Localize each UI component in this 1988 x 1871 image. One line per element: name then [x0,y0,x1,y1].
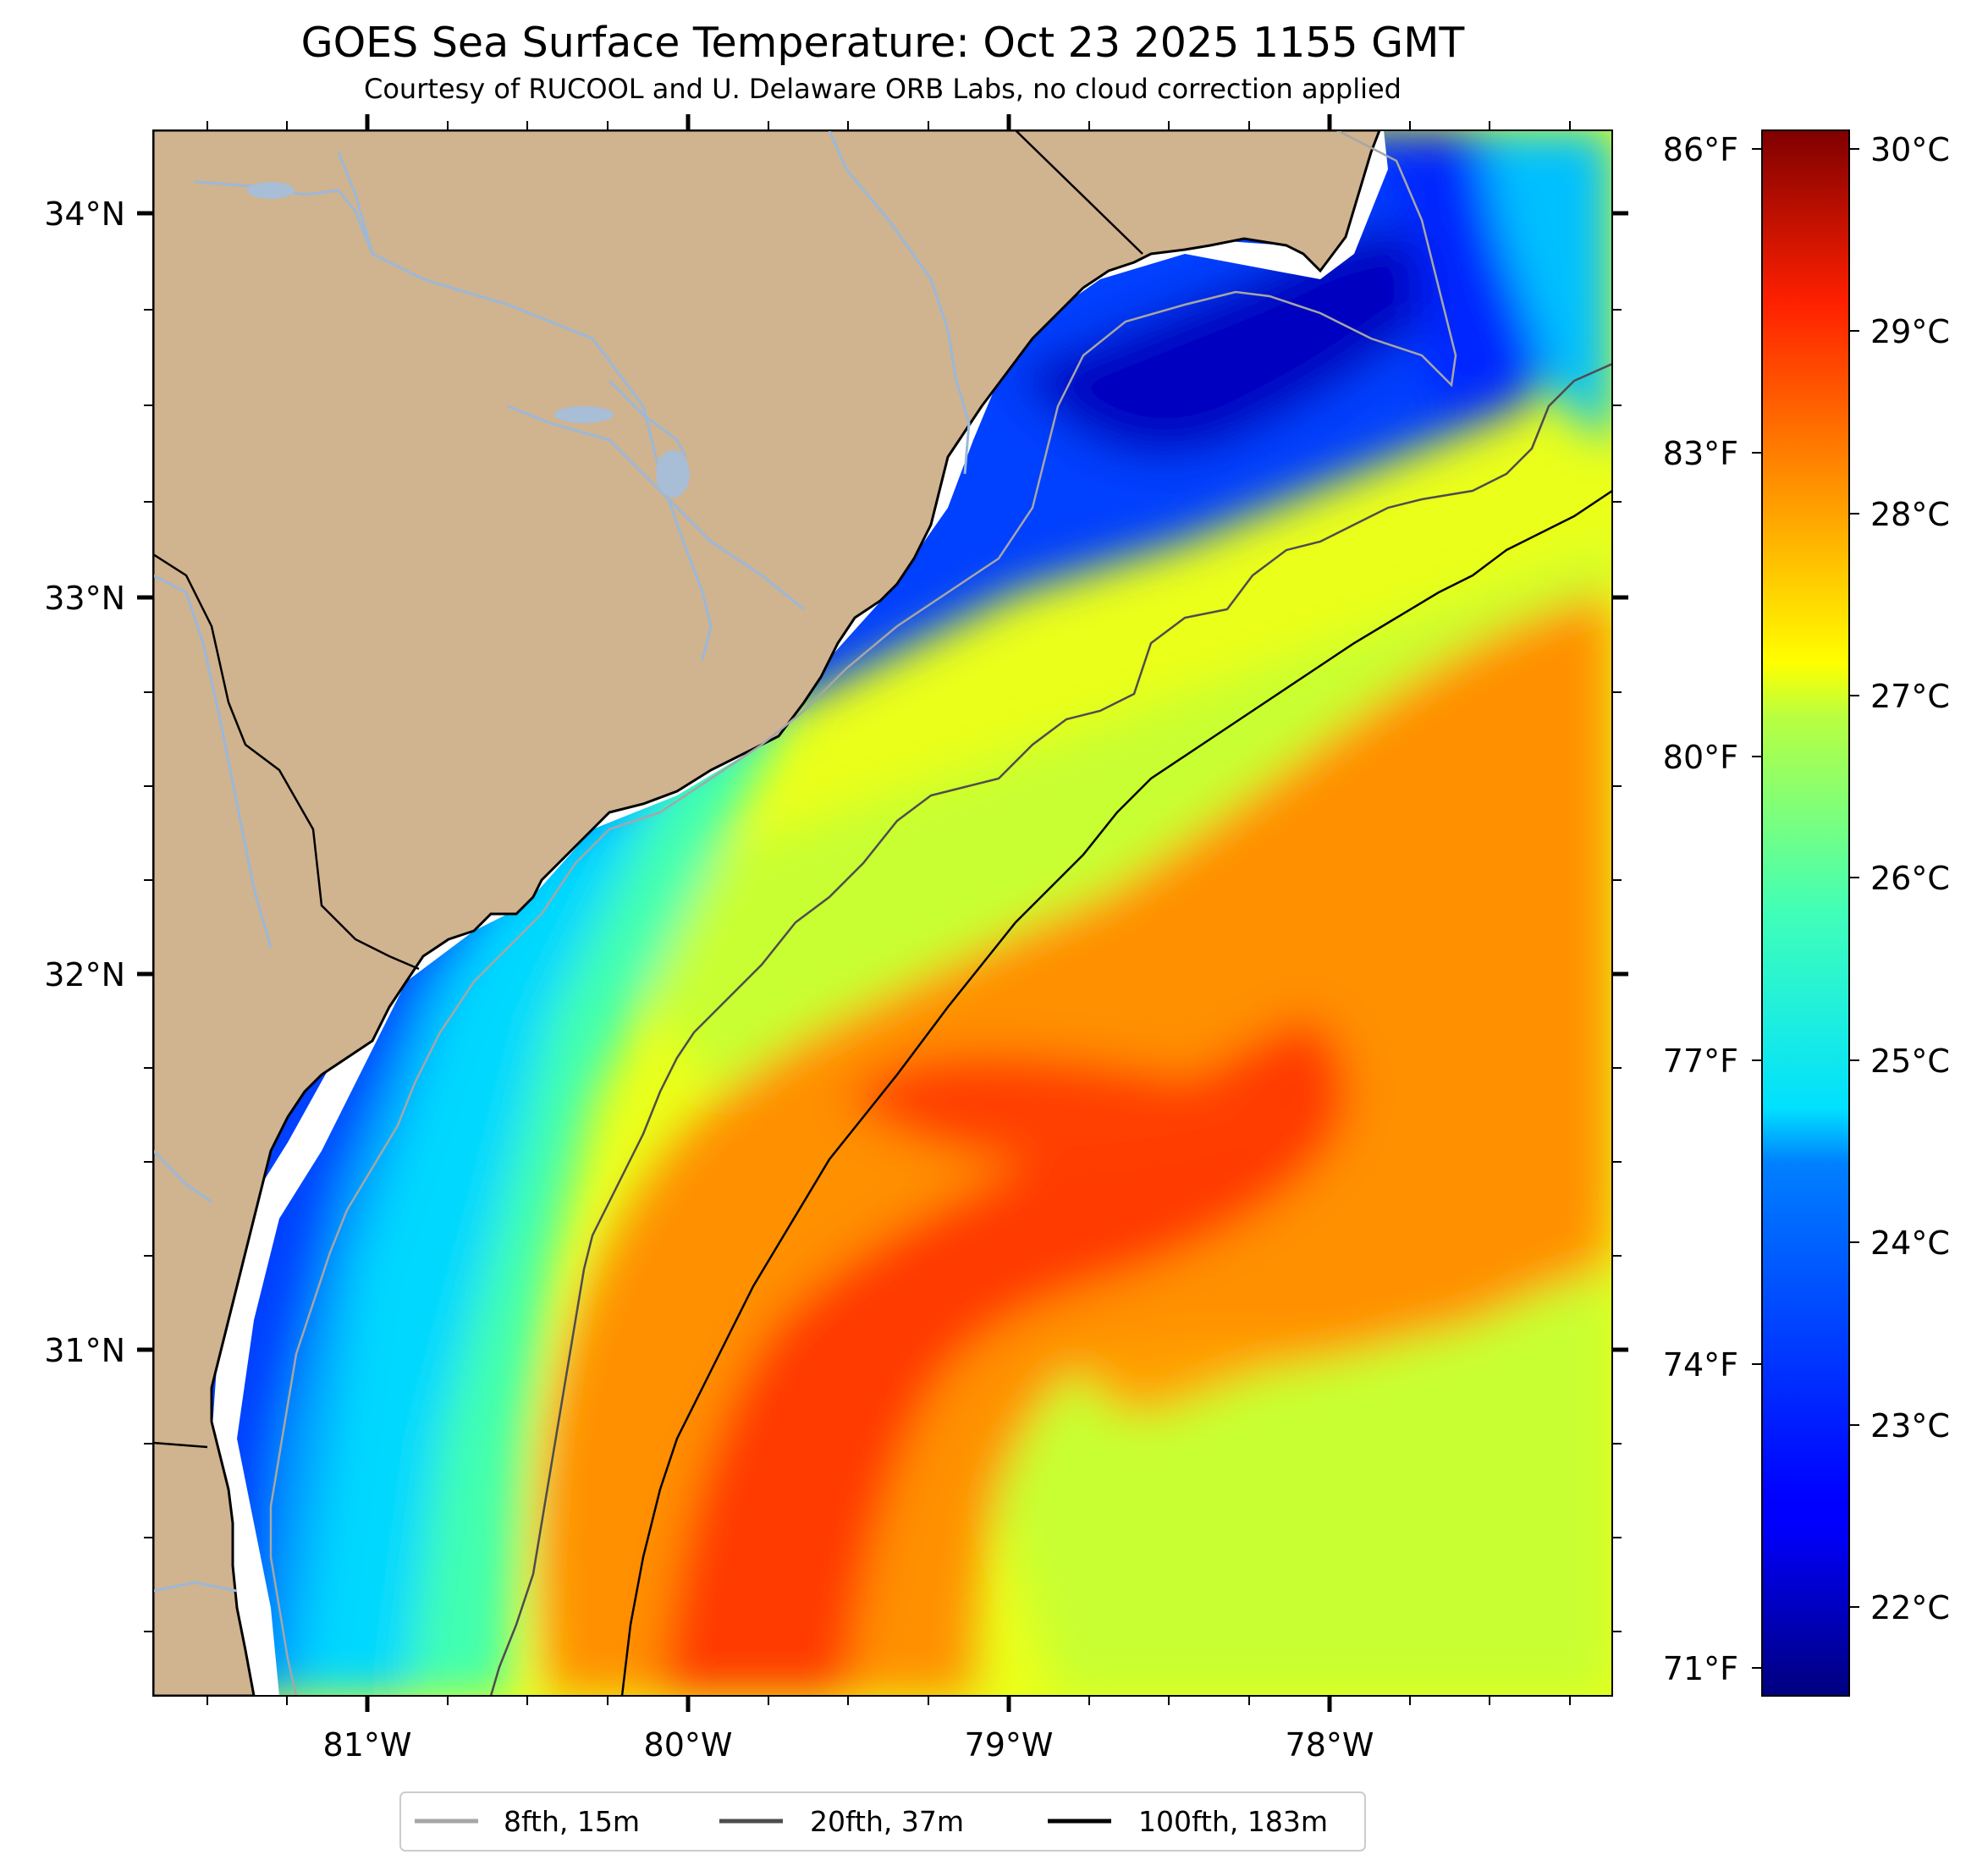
fahrenheit-tick-label: 71°F [1663,1650,1738,1687]
colorbar-tick-label: 22°C [1870,1589,1950,1626]
lat-tick-label: 33°N [44,580,125,617]
fahrenheit-axis: 86°F 83°F 80°F 77°F 74°F 71°F [1663,131,1762,1687]
lon-tick-label: 81°W [323,1726,412,1764]
isobath-20fth [489,362,1612,1696]
lon-tick-label: 80°W [644,1726,733,1764]
map-panel [153,130,1612,1696]
isobath-8fth [269,130,1457,1696]
colorbar-tick-label: 25°C [1870,1043,1950,1080]
colorbar-tick-label: 28°C [1870,496,1950,533]
colorbar: 30°C 29°C 28°C 27°C 26°C 25°C 24°C 23°C … [1761,129,1950,1697]
state-borders [153,130,1143,1449]
legend-label-100fth: 100fth, 183m [1138,1805,1328,1838]
rivers [153,130,971,1593]
colorbar-tick-label: 23°C [1870,1407,1950,1445]
fahrenheit-tick-label: 83°F [1663,435,1738,472]
lon-axis-top-ticks [365,114,1332,130]
fahrenheit-tick-label: 80°F [1663,739,1738,776]
legend-label-20fth: 20fth, 37m [810,1805,964,1838]
chart-subtitle: Courtesy of RUCOOL and U. Delaware ORB L… [364,73,1402,105]
isobath-100fth [620,489,1612,1696]
lakes [247,182,690,498]
lat-tick-label: 32°N [44,956,125,993]
land [153,130,1381,1696]
colorbar-tick-label: 30°C [1870,131,1950,168]
lat-tick-label: 34°N [44,195,125,233]
map-frame [152,129,1613,1697]
colorbar-tick-label: 26°C [1870,860,1950,897]
colorbar-tick-label: 29°C [1870,313,1950,350]
lat-axis: 34°N 33°N 32°N 31°N [44,195,153,1369]
colorbar-tick-label: 24°C [1870,1224,1950,1262]
lon-tick-label: 79°W [965,1726,1054,1764]
fahrenheit-tick-label: 74°F [1663,1346,1738,1384]
legend-label-8fth: 8fth, 15m [504,1805,640,1838]
lon-tick-label: 78°W [1286,1726,1374,1764]
lat-minor-ticks [144,309,153,1632]
lon-minor-ticks [207,1696,1571,1705]
lat-axis-right-ticks [1612,211,1628,1352]
lon-top-minor-ticks [207,121,1571,130]
fahrenheit-tick-label: 86°F [1663,131,1738,168]
colorbar-tick-label: 27°C [1870,678,1950,715]
isobath-legend: 8fth, 15m 20fth, 37m 100fth, 183m [399,1791,1366,1852]
lat-right-minor-ticks [1612,309,1622,1632]
legend-box [399,1791,1366,1852]
lon-axis: 81°W 80°W 79°W 78°W [323,1696,1374,1764]
chart-title: GOES Sea Surface Temperature: Oct 23 202… [301,19,1466,67]
fahrenheit-tick-label: 77°F [1663,1043,1738,1080]
lat-tick-label: 31°N [44,1332,125,1369]
colorbar-gradient [1761,129,1850,1697]
